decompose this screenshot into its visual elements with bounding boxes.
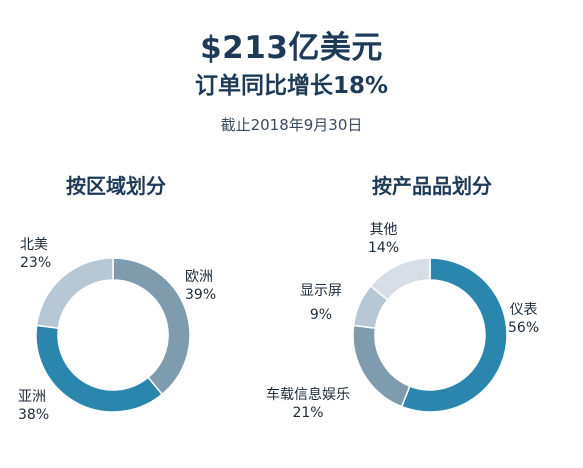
- slice-percent: 56%: [508, 320, 540, 336]
- slice-label-instruments: 仪表 56%: [508, 301, 539, 337]
- slice-label-europe: 欧洲 39%: [185, 268, 216, 304]
- slice-label-display: 显示屏 9%: [300, 282, 342, 324]
- date-note: 截止2018年9月30日: [220, 116, 363, 134]
- slice-name: 北美: [20, 237, 48, 253]
- donut-slice-1-0: [400, 257, 508, 413]
- headline: $213亿美元: [200, 30, 383, 66]
- donut-slice-0-1: [35, 324, 164, 413]
- slice-percent: 14%: [368, 240, 400, 256]
- slice-name: 亚洲: [18, 389, 46, 405]
- donut-slice-1-1: [352, 324, 411, 408]
- slice-percent: 21%: [292, 405, 324, 421]
- donut-slice-1-3: [369, 257, 431, 301]
- slice-label-other: 其他 14%: [368, 221, 399, 257]
- slice-percent: 38%: [18, 407, 50, 423]
- region-chart-title: 按区域划分: [66, 174, 166, 198]
- subheadline: 订单同比增长18%: [194, 73, 389, 99]
- donut-slice-0-0: [112, 257, 191, 396]
- slice-percent: 9%: [309, 307, 333, 323]
- slice-label-north-america: 北美 23%: [20, 236, 51, 272]
- product-chart-title: 按产品品划分: [372, 174, 492, 198]
- slice-percent: 39%: [185, 287, 217, 303]
- slice-name: 其他: [369, 222, 398, 238]
- slice-name: 欧洲: [185, 269, 213, 285]
- slice-label-infotainment: 车载信息娱乐 21%: [266, 386, 350, 422]
- slice-name: 仪表: [509, 302, 538, 318]
- donut-slice-0-2: [35, 257, 114, 329]
- slice-name: 显示屏: [300, 283, 342, 299]
- slice-name: 车载信息娱乐: [266, 387, 350, 403]
- slice-percent: 23%: [20, 255, 52, 271]
- slice-label-asia: 亚洲 38%: [18, 388, 49, 424]
